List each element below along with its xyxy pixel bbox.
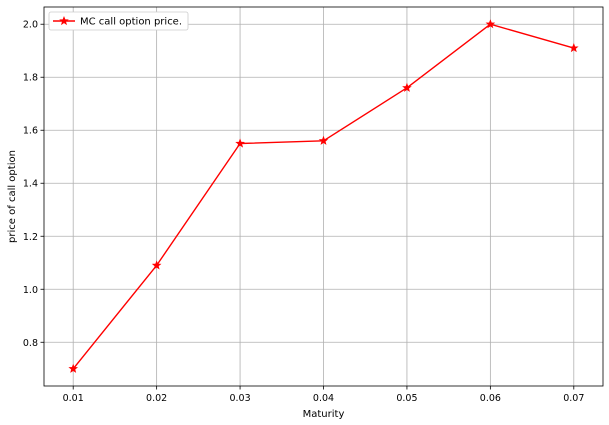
y-tick-label: 1.0 bbox=[23, 285, 38, 296]
y-tick-label: 1.4 bbox=[23, 179, 38, 190]
legend-star-marker bbox=[59, 15, 69, 26]
x-tick-label: 0.06 bbox=[480, 393, 501, 404]
ticks: 0.01 0.02 0.03 0.04 0.05 0.06 0.07 0.8 1.0 1.2 1.4… bbox=[23, 20, 584, 404]
data-point-star bbox=[402, 82, 412, 92]
legend-box bbox=[48, 11, 189, 31]
x-tick-label: 0.01 bbox=[63, 393, 84, 404]
x-tick-label: 0.03 bbox=[229, 393, 250, 404]
data-point-star bbox=[151, 260, 162, 270]
series-layer bbox=[68, 19, 579, 373]
legend: MC call option price. bbox=[48, 11, 189, 31]
legend-label: MC call option price. bbox=[80, 17, 182, 28]
x-tick-label: 0.02 bbox=[146, 393, 167, 404]
x-tick-label: 0.04 bbox=[313, 393, 334, 404]
y-tick-label: 0.8 bbox=[23, 338, 38, 349]
y-axis-title: price of call option bbox=[7, 150, 18, 243]
x-tick-label: 0.07 bbox=[563, 393, 584, 404]
y-tick-label: 2.0 bbox=[23, 20, 38, 31]
data-point-star bbox=[318, 135, 329, 145]
x-tick-label: 0.05 bbox=[396, 393, 417, 404]
y-tick-label: 1.6 bbox=[23, 126, 38, 137]
data-point-star bbox=[235, 138, 245, 148]
data-point-star bbox=[485, 19, 496, 29]
plot-frame bbox=[43, 6, 604, 387]
data-point-star bbox=[68, 363, 78, 373]
data-point-star bbox=[569, 43, 579, 53]
y-tick-label: 1.2 bbox=[23, 232, 38, 243]
x-axis-title: Maturity bbox=[303, 409, 345, 420]
y-tick-label: 1.8 bbox=[23, 73, 38, 84]
